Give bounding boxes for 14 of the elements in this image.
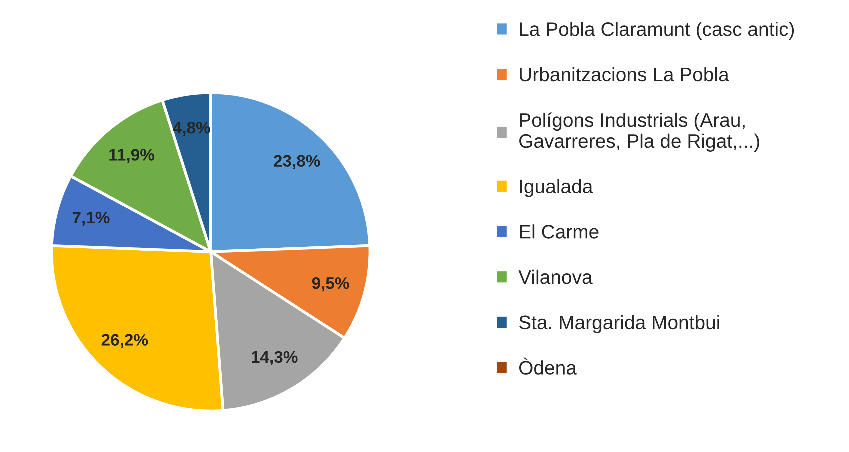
legend-label: Vilanova: [518, 270, 593, 284]
data-label: 14,3%: [252, 351, 298, 366]
legend-label: Polígons Industrials (Arau, Gavarreres, Pla de Rigat,...): [520, 112, 760, 152]
data-label: 11,9%: [110, 149, 154, 164]
legend-label: Sta. Margarida Montbui: [519, 315, 720, 334]
data-label: 7,1%: [72, 212, 110, 226]
legend-label: Urbanitzacions La Pobla: [520, 67, 730, 82]
legend-label: Òdena: [519, 358, 577, 375]
data-label: 9,5%: [312, 277, 350, 292]
legend-label: La Pobla Claramunt (casc antic): [520, 22, 794, 40]
data-label: 26,2%: [102, 334, 148, 348]
legend-label: Igualada: [520, 179, 594, 198]
data-label: 23,8%: [274, 155, 320, 170]
legend-label: El Carme: [520, 224, 599, 239]
